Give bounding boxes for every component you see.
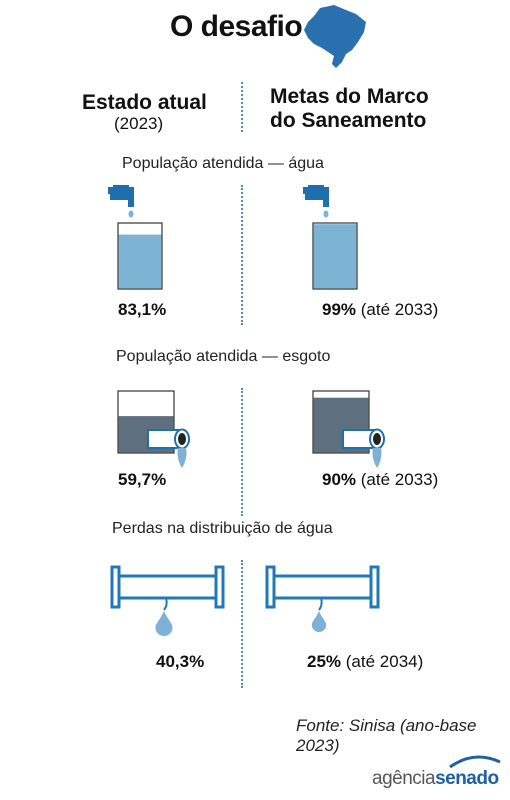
- brazil-map-icon: [304, 5, 366, 68]
- faucet-icon: [108, 185, 134, 218]
- drain-pipe-icon: [342, 428, 385, 468]
- logo-swoosh-icon: [449, 755, 501, 768]
- water-glass-right: [303, 185, 358, 290]
- value-note: (até 2034): [345, 652, 424, 671]
- leaking-pipe-icon: [110, 565, 225, 637]
- losses-value-right: 25% (até 2034): [307, 652, 423, 672]
- column-divider: [241, 82, 243, 132]
- logo-part2: senado: [435, 768, 499, 789]
- value-label: 83,1%: [118, 300, 167, 319]
- leaking-pipe-icon: [265, 565, 380, 633]
- water-value-left: 83,1%: [118, 300, 166, 320]
- sewage-value-left: 59,7%: [118, 470, 166, 490]
- water-fill-right: [313, 224, 357, 289]
- drain-pipe-icon: [147, 428, 190, 468]
- water-value-right: 99% (até 2033): [322, 300, 438, 320]
- sewage-tank-left: [117, 390, 190, 468]
- source-note: Fonte: Sinisa (ano-base 2023): [296, 716, 477, 755]
- value-note: (até 2033): [360, 300, 439, 319]
- page-title: O desafio: [170, 10, 303, 43]
- faucet-icon: [303, 185, 329, 218]
- sewage-value-right: 90% (até 2033): [322, 470, 438, 490]
- column-divider: [241, 388, 243, 516]
- right-column-heading-line2: do Saneamento: [270, 109, 427, 132]
- right-column-heading-line1: Metas do Marco: [270, 85, 429, 108]
- value-label: 25%: [307, 652, 342, 671]
- value-label: 99%: [322, 300, 357, 319]
- value-label: 40,3%: [156, 652, 205, 671]
- value-label: 59,7%: [118, 470, 167, 489]
- water-glass-left: [108, 185, 163, 290]
- agencia-senado-logo: agênciasenado: [372, 768, 499, 790]
- logo-part1: agência: [372, 768, 436, 789]
- value-label: 90%: [322, 470, 357, 489]
- losses-value-left: 40,3%: [156, 652, 204, 672]
- left-column-heading: Estado atual: [82, 91, 207, 114]
- left-column-subheading: (2023): [114, 114, 164, 133]
- column-divider: [241, 185, 243, 325]
- section-title-water: População atendida — água: [122, 155, 324, 172]
- water-drop-right: [311, 611, 327, 633]
- value-note: (até 2033): [360, 470, 439, 489]
- column-divider: [241, 560, 243, 688]
- section-title-sewage: População atendida — esgoto: [116, 348, 331, 365]
- section-title-losses: Perdas na distribuição de água: [112, 520, 333, 537]
- water-drop-left: [155, 611, 173, 637]
- water-fill-left: [118, 234, 162, 289]
- sewage-tank-right: [312, 390, 385, 468]
